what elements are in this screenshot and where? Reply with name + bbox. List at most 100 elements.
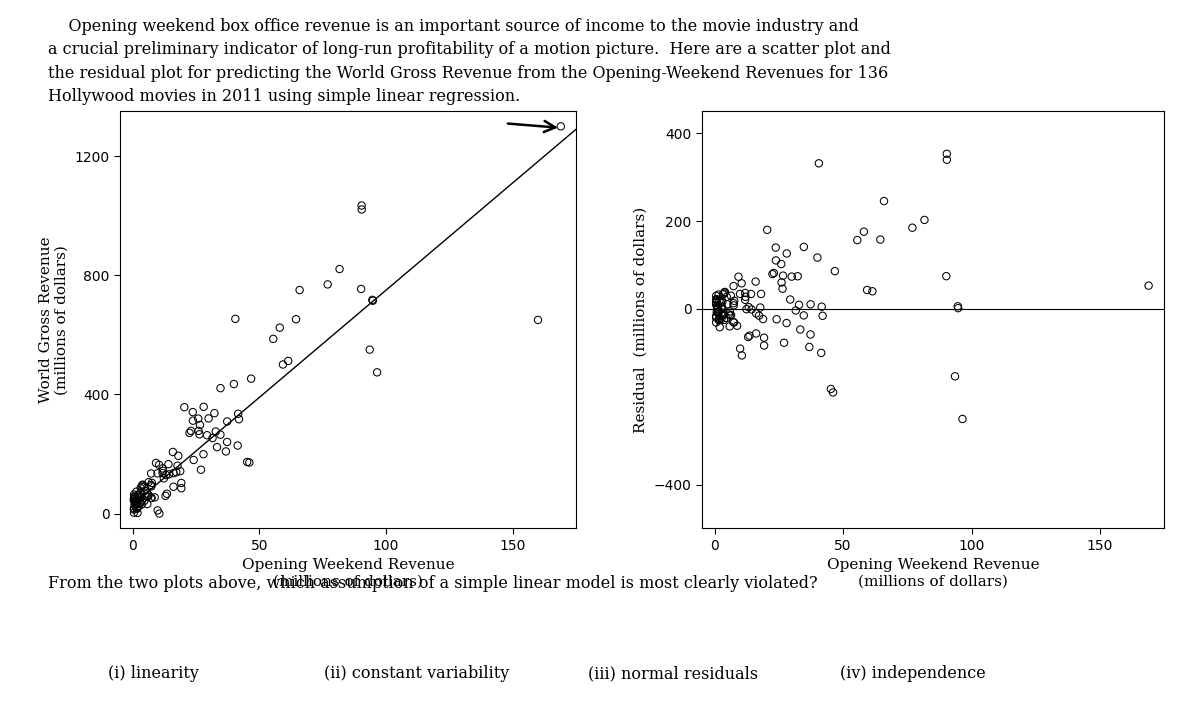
Point <box>709 306 728 318</box>
Point <box>188 425 208 436</box>
Point <box>181 425 200 436</box>
Point <box>736 294 755 306</box>
Point <box>160 469 179 480</box>
Point <box>716 312 736 324</box>
Point <box>946 370 965 382</box>
Point <box>172 482 191 494</box>
Point <box>142 481 161 493</box>
Point <box>330 263 349 275</box>
Point <box>757 224 776 236</box>
Point <box>740 330 760 342</box>
Point <box>800 329 820 340</box>
Point <box>194 401 214 413</box>
Point <box>127 503 146 515</box>
Point <box>751 288 770 300</box>
Point <box>713 310 732 321</box>
Point <box>826 265 845 277</box>
Point <box>707 297 726 308</box>
Point <box>847 234 866 246</box>
Point <box>937 154 956 165</box>
Point <box>208 441 227 453</box>
Point <box>812 310 832 321</box>
Point <box>139 490 158 501</box>
Point <box>766 242 785 253</box>
Point <box>780 294 799 306</box>
Point <box>206 426 226 437</box>
Point <box>125 492 144 503</box>
Point <box>720 306 739 317</box>
Point <box>710 295 730 306</box>
Point <box>143 477 162 489</box>
Point <box>127 486 146 498</box>
Point <box>128 507 148 518</box>
Point <box>725 295 744 306</box>
Point <box>724 300 743 311</box>
Y-axis label: World Gross Revenue
(millions of dollars): World Gross Revenue (millions of dollars… <box>38 237 68 403</box>
Point <box>790 299 809 311</box>
Point <box>125 491 144 503</box>
Point <box>707 299 726 311</box>
Point <box>148 505 167 516</box>
Point <box>238 456 257 467</box>
Point <box>264 333 283 344</box>
Point <box>137 491 156 503</box>
Point <box>718 298 737 310</box>
Point <box>138 488 157 500</box>
Point <box>714 288 733 299</box>
Point <box>131 487 150 499</box>
Point <box>130 490 149 501</box>
Point <box>737 303 756 315</box>
X-axis label: Opening Weekend Revenue
(millions of dollars): Opening Weekend Revenue (millions of dol… <box>241 559 455 589</box>
Point <box>858 284 877 296</box>
Point <box>142 492 161 503</box>
Point <box>184 415 203 426</box>
Point <box>709 313 728 325</box>
Point <box>709 307 728 319</box>
Point <box>709 289 728 301</box>
Point <box>809 157 828 169</box>
Point <box>794 310 814 321</box>
Point <box>707 294 726 306</box>
Point <box>156 490 175 502</box>
Point <box>125 493 144 505</box>
Point <box>240 457 259 468</box>
Point <box>126 496 145 508</box>
Point <box>360 344 379 355</box>
Point <box>707 296 726 308</box>
Point <box>713 302 732 313</box>
Point <box>133 479 152 490</box>
Point <box>712 297 731 308</box>
Point <box>164 467 184 479</box>
X-axis label: Opening Weekend Revenue
(millions of dollars): Opening Weekend Revenue (millions of dol… <box>827 559 1039 589</box>
Point <box>134 495 154 507</box>
Point <box>712 313 731 325</box>
Point <box>188 413 208 424</box>
Point <box>156 470 175 481</box>
Point <box>127 502 146 513</box>
Point <box>211 429 230 441</box>
Point <box>709 313 728 324</box>
Point <box>791 324 810 335</box>
Point <box>871 234 890 245</box>
Point <box>274 359 293 370</box>
Point <box>707 316 726 328</box>
Point <box>1116 537 1135 549</box>
Point <box>821 383 840 395</box>
Point <box>718 291 737 303</box>
Point <box>145 492 164 503</box>
Point <box>132 495 151 506</box>
Point <box>180 427 199 439</box>
Point <box>217 416 236 427</box>
Point <box>131 492 150 503</box>
Point <box>125 489 144 500</box>
Point <box>709 314 728 326</box>
Point <box>126 498 145 510</box>
Point <box>229 413 248 425</box>
Point <box>721 309 740 321</box>
Point <box>270 322 289 334</box>
Point <box>126 498 145 510</box>
Point <box>713 296 732 307</box>
Point <box>708 301 727 313</box>
Point <box>713 303 732 315</box>
Point <box>184 454 203 466</box>
